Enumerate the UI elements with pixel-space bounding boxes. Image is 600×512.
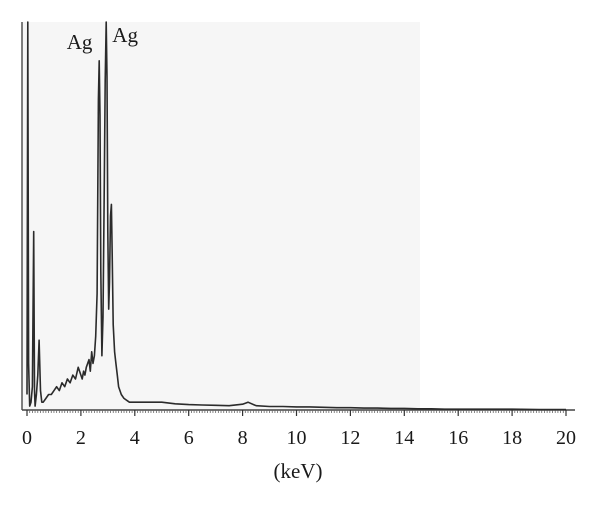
x-tick-label: 16 [448,427,468,449]
x-tick-label: 20 [556,427,576,449]
spectrum-line [26,21,566,411]
x-tick-label: 8 [238,427,248,449]
x-axis-title: (keV) [274,459,323,483]
x-tick-label: 2 [76,427,86,449]
x-tick-label: 14 [394,427,414,449]
peak-label-ag: Ag [67,30,93,54]
x-tick-label: 18 [502,427,522,449]
x-tick-label: 4 [130,427,140,449]
plot-panel [22,22,420,410]
peak-label-ag: Ag [112,23,138,47]
x-axis-tick-labels: 0 2 4 6 8 10 12 14 16 18 20 [22,427,576,449]
peak-annotations: Ag Ag [67,23,139,54]
x-tick-label: 12 [340,427,360,449]
x-tick-label: 6 [184,427,194,449]
x-tick-label: 0 [22,427,32,449]
x-tick-label: 10 [287,427,307,449]
x-axis-major-ticks [26,410,567,416]
